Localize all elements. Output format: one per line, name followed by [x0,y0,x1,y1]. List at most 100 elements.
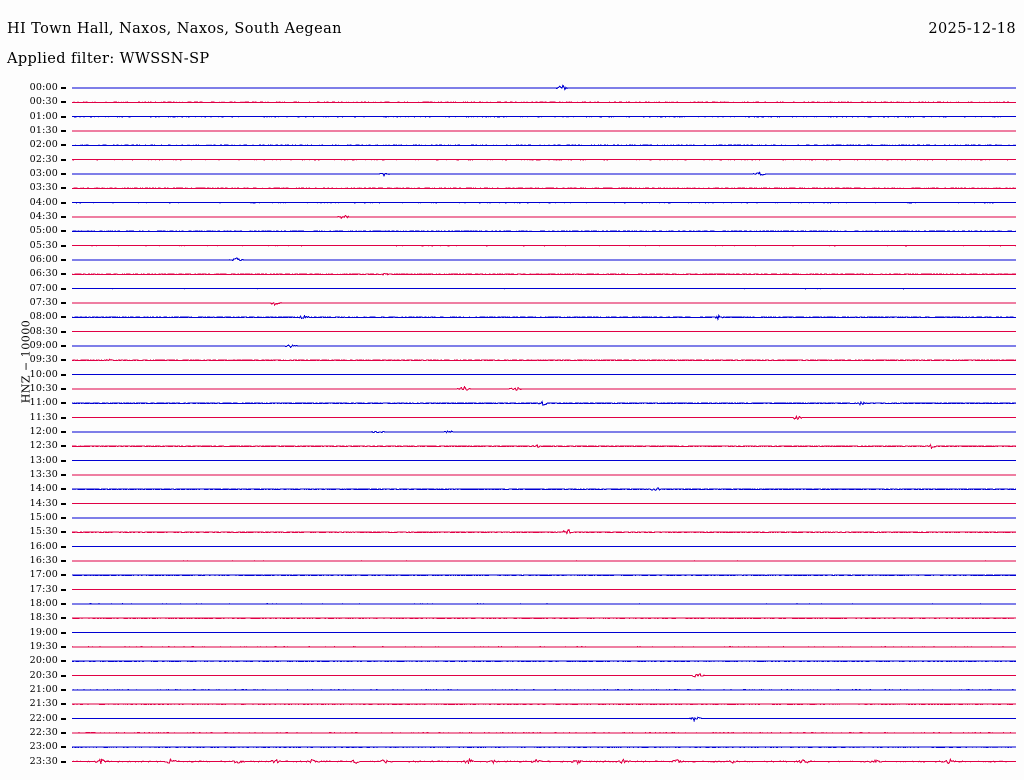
trace-1400 [71,487,1017,491]
axis-tick [61,172,66,175]
time-axis-labels: 00:00 00:30 01:00 01:30 02:00 02:30 03:00 03:30… [0,0,58,780]
trace-2200 [71,716,1017,723]
axis-tick [61,516,66,519]
trace-0730 [71,301,1017,307]
time-label-0000: 00:00 [29,82,58,93]
time-label-1130: 11:30 [29,411,58,423]
time-label-0630: 06:30 [29,268,58,280]
axis-tick [61,430,66,433]
time-label-0830: 08:30 [29,325,58,337]
axis-tick [61,287,66,290]
axis-tick [61,416,66,419]
time-label-0600: 06:00 [29,253,58,265]
time-label-0400: 04:00 [29,196,58,208]
trace-2030 [71,673,1017,678]
axis-tick [61,559,66,562]
axis-tick [61,703,66,706]
axis-tick [61,115,66,118]
time-label-0900: 09:00 [29,339,58,351]
time-label-2100: 21:00 [29,683,58,695]
axis-tick [61,215,66,218]
axis-tick [61,129,66,132]
time-label-1400: 14:00 [29,483,58,495]
axis-tick [61,574,66,577]
trace-0630 [71,273,1017,276]
page-title: HI Town Hall, Naxos, Naxos, South Aegean [7,21,342,37]
record-date: 2025-12-18 [928,21,1016,37]
trace-0930 [71,358,1017,362]
trace-0600 [71,257,1017,262]
axis-tick [61,502,66,505]
time-label-1530: 15:30 [29,526,58,538]
applied-filter-label: Applied filter: WWSSN-SP [7,51,210,67]
time-label-0500: 05:00 [29,225,58,237]
trace-0900 [71,344,1017,349]
axis-tick [61,373,66,376]
trace-1200 [71,430,1017,434]
axis-tick [61,660,66,663]
axis-tick [61,531,66,534]
time-label-2130: 21:30 [29,698,58,710]
time-label-1630: 16:30 [29,554,58,566]
time-label-2330: 23:30 [29,755,58,767]
axis-tick [61,316,66,319]
axis-tick [61,459,66,462]
axis-tick [61,760,66,763]
axis-tick [61,602,66,605]
time-label-1200: 12:00 [29,425,58,437]
axis-tick [61,746,66,749]
axis-tick [61,488,66,491]
time-label-0530: 05:30 [29,239,58,251]
time-label-1500: 15:00 [29,511,58,523]
axis-tick [61,445,66,448]
trace-1130 [71,414,1017,420]
axis-tick [61,631,66,634]
trace-0800 [71,313,1017,321]
axis-tick [61,717,66,720]
time-label-1800: 18:00 [29,597,58,609]
time-label-1230: 12:30 [29,440,58,452]
time-label-1900: 19:00 [29,626,58,638]
axis-tick [61,473,66,476]
axis-tick [61,617,66,620]
axis-tick [61,230,66,233]
time-label-1730: 17:30 [29,583,58,595]
trace-1100 [71,400,1017,406]
axis-tick [61,101,66,104]
axis-tick [61,187,66,190]
time-label-0200: 02:00 [29,139,58,151]
time-label-1330: 13:30 [29,468,58,480]
axis-tick [61,645,66,648]
trace-0300 [71,171,1017,177]
axis-tick [61,273,66,276]
time-label-2230: 22:30 [29,726,58,738]
axis-tick [61,731,66,734]
time-label-0730: 07:30 [29,296,58,308]
axis-tick [61,330,66,333]
trace-1230 [71,443,1017,450]
time-label-1100: 11:00 [29,397,58,409]
time-label-1300: 13:00 [29,454,58,466]
axis-tick [61,387,66,390]
axis-tick [61,158,66,161]
time-label-0330: 03:30 [29,182,58,194]
time-label-0700: 07:00 [29,282,58,294]
axis-tick [61,144,66,147]
axis-tick [61,688,66,691]
axis-tick [61,258,66,261]
axis-tick [61,244,66,247]
time-label-0100: 01:00 [29,110,58,122]
axis-tick [61,87,66,89]
trace-0000 [71,84,1017,91]
time-label-0930: 09:30 [29,354,58,366]
time-label-2300: 23:00 [29,741,58,753]
axis-tick [61,344,66,347]
time-label-1830: 18:30 [29,612,58,624]
time-label-0230: 02:30 [29,153,58,165]
trace-2330 [71,757,1017,765]
time-label-0430: 04:30 [29,210,58,222]
axis-tick [61,402,66,405]
time-label-1030: 10:30 [29,382,58,394]
